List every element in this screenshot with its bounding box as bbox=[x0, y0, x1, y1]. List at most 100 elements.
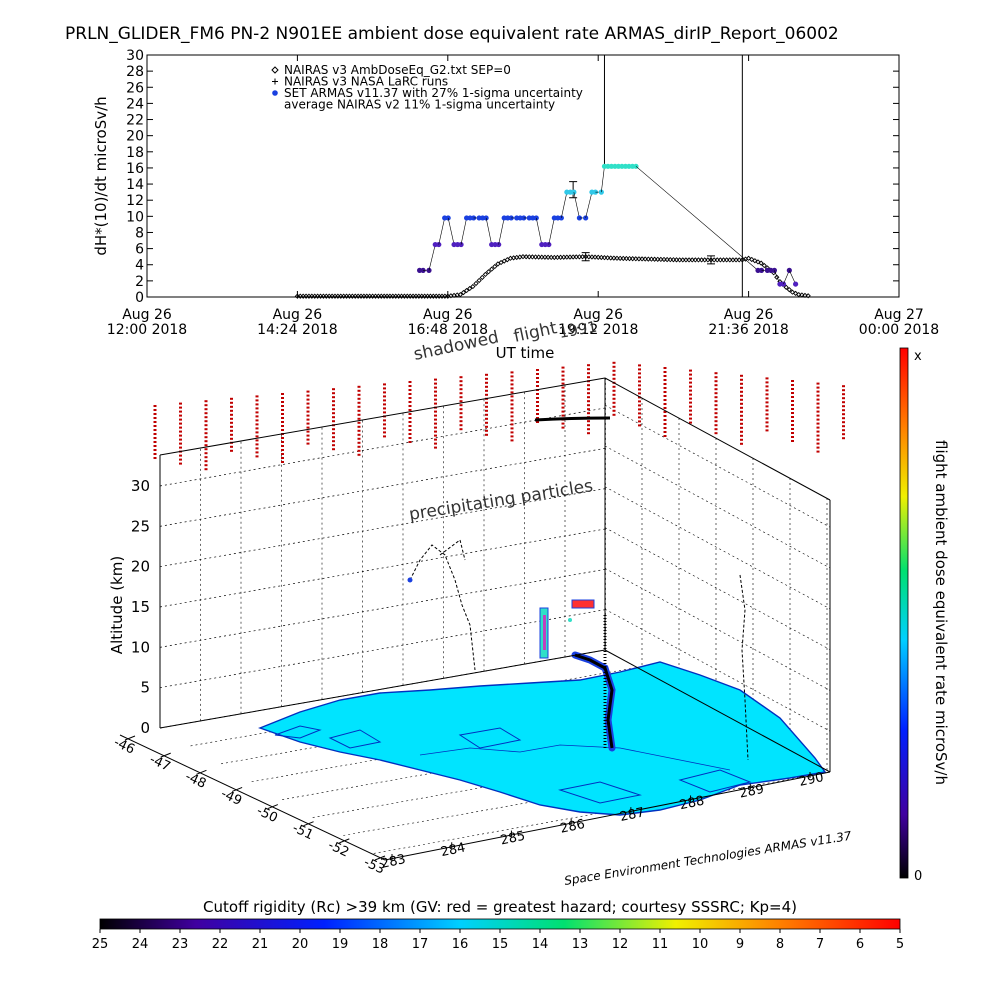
red-dash bbox=[816, 382, 820, 385]
red-dash bbox=[740, 422, 743, 425]
red-dash bbox=[689, 417, 692, 420]
red-dash bbox=[663, 395, 667, 397]
red-dash bbox=[765, 381, 769, 384]
land-surface bbox=[258, 661, 827, 816]
armas-connector bbox=[438, 217, 445, 245]
red-dash bbox=[383, 431, 386, 434]
red-dash bbox=[485, 421, 488, 424]
red-dash bbox=[204, 452, 208, 455]
red-dash bbox=[408, 401, 412, 403]
red-dash bbox=[740, 434, 743, 437]
red-dash bbox=[357, 413, 361, 416]
red-dash bbox=[357, 445, 361, 448]
red-dash bbox=[230, 449, 233, 452]
red-dash bbox=[510, 423, 514, 426]
red-dash bbox=[842, 397, 845, 400]
red-dash bbox=[255, 439, 259, 442]
red-dash bbox=[561, 426, 565, 429]
red-dash bbox=[357, 417, 361, 420]
red-dash bbox=[587, 424, 590, 427]
nairas-point bbox=[758, 260, 764, 266]
lat-tick bbox=[160, 752, 171, 758]
red-dash bbox=[842, 425, 845, 428]
z-tick-label: 5 bbox=[140, 679, 150, 697]
legend-label: NAIRAS v3 NASA LaRC runs bbox=[284, 75, 448, 89]
red-dash bbox=[740, 378, 743, 381]
red-dash bbox=[765, 413, 769, 416]
red-dash bbox=[332, 388, 335, 391]
red-dash bbox=[408, 409, 412, 411]
red-dash bbox=[306, 438, 310, 441]
red-dash bbox=[179, 406, 182, 409]
y-tick-label: 4 bbox=[135, 258, 144, 274]
red-dash bbox=[663, 435, 667, 437]
red-dash bbox=[434, 438, 437, 441]
legend-label: NAIRAS v3 AmbDoseEq_G2.txt SEP=0 bbox=[284, 63, 511, 77]
red-dash bbox=[587, 384, 590, 387]
red-dash bbox=[510, 399, 514, 402]
red-dash bbox=[408, 413, 412, 415]
red-dash bbox=[714, 412, 718, 415]
red-dash bbox=[816, 398, 820, 401]
colorbar-tick-label: 15 bbox=[492, 937, 509, 952]
x-tick-time: 21:36 2018 bbox=[708, 322, 788, 338]
flight-path bbox=[407, 416, 749, 761]
red-dash bbox=[638, 404, 641, 407]
red-dash bbox=[561, 410, 565, 413]
y-tick-label: 28 bbox=[126, 64, 144, 80]
red-dash bbox=[306, 442, 310, 445]
red-dash bbox=[230, 433, 233, 436]
red-dash bbox=[230, 413, 233, 416]
red-dash bbox=[816, 418, 820, 421]
red-dash bbox=[408, 441, 412, 443]
red-dash bbox=[536, 373, 539, 375]
red-dash bbox=[510, 427, 514, 430]
lon-tick-label: 286 bbox=[559, 817, 586, 837]
red-dash bbox=[179, 454, 182, 457]
red-dash bbox=[434, 434, 437, 437]
red-dash bbox=[510, 419, 514, 422]
red-dash bbox=[842, 401, 845, 404]
red-dash bbox=[255, 443, 259, 446]
y-tick-label: 20 bbox=[126, 129, 144, 145]
red-dash bbox=[561, 390, 565, 393]
red-dash bbox=[204, 440, 208, 443]
red-dash bbox=[230, 425, 233, 428]
red-dash bbox=[204, 460, 208, 463]
red-dash bbox=[816, 414, 820, 417]
lon-tick-label: 288 bbox=[678, 794, 705, 814]
red-dash bbox=[510, 371, 514, 374]
red-dash bbox=[638, 376, 641, 379]
red-dash bbox=[434, 414, 437, 417]
red-dash bbox=[536, 369, 539, 371]
red-dash bbox=[485, 417, 488, 420]
red-dash bbox=[383, 403, 386, 406]
armas-connector bbox=[601, 166, 605, 193]
red-dash bbox=[204, 404, 208, 407]
z-gridline-left bbox=[159, 407, 606, 487]
red-dash bbox=[204, 464, 208, 467]
red-dash bbox=[714, 432, 718, 435]
z-gridline-left bbox=[159, 609, 606, 689]
red-dash bbox=[357, 405, 361, 408]
red-dash bbox=[765, 389, 769, 392]
red-dash bbox=[255, 419, 259, 422]
flight-top-track bbox=[534, 416, 611, 422]
red-dash bbox=[740, 410, 743, 413]
red-dash bbox=[663, 379, 667, 381]
x-tick-day: Aug 26 bbox=[122, 307, 172, 323]
flight-ground-track-core bbox=[574, 653, 614, 749]
red-dash bbox=[306, 430, 310, 433]
red-dash bbox=[842, 389, 845, 392]
rigidity-colorbar-label: Cutoff rigidity (Rc) >39 km (GV: red = g… bbox=[203, 898, 797, 916]
red-dash bbox=[765, 385, 769, 388]
lat-tick bbox=[267, 804, 279, 810]
armas-connector bbox=[585, 192, 593, 219]
y-tick-label: 0 bbox=[135, 290, 144, 306]
red-dash bbox=[663, 411, 667, 413]
red-dash bbox=[153, 433, 157, 435]
colorbar-tick-label: 24 bbox=[132, 937, 149, 952]
red-dash bbox=[383, 427, 386, 430]
colorbar-tick-label: 5 bbox=[896, 937, 904, 952]
red-dash bbox=[459, 400, 463, 403]
